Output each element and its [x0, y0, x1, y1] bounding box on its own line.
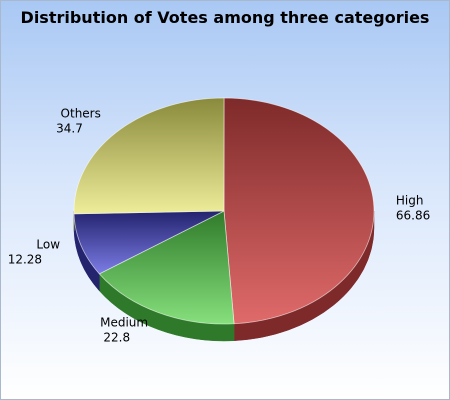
slice-value-low: 12.28 — [8, 253, 42, 267]
slice-label-medium: Medium — [100, 316, 148, 330]
slice-label-low: Low — [36, 238, 60, 252]
slice-value-medium: 22.8 — [103, 331, 130, 345]
slice-value-high: 66.86 — [396, 209, 430, 223]
pie-slice-others — [73, 97, 225, 215]
pie-slice-low — [73, 210, 225, 275]
pie-slice-high — [223, 97, 375, 325]
slice-label-high: High — [396, 194, 424, 208]
slice-value-others: 34.7 — [56, 122, 83, 136]
chart-title: Distribution of Votes among three catego… — [20, 8, 430, 27]
slice-label-others: Others — [61, 107, 101, 121]
pie-slice-medium — [98, 210, 235, 325]
